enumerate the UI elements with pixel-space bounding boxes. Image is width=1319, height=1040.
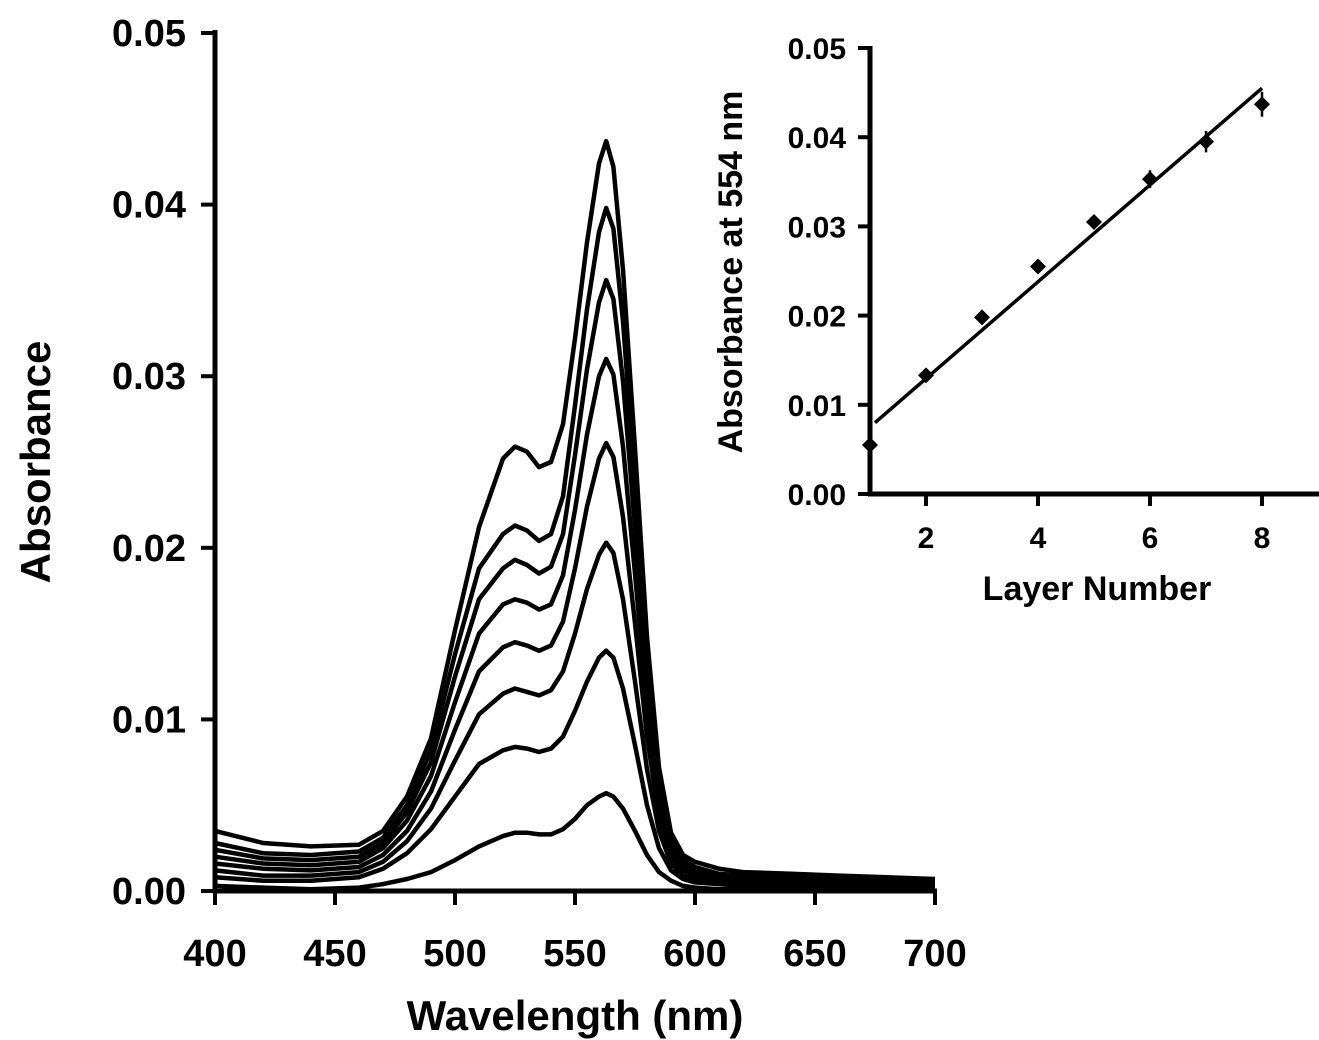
inset-fit-line — [873, 86, 1264, 424]
main-curves — [214, 138, 936, 892]
inset-x-tick-label: 8 — [1254, 522, 1271, 555]
main-y-tick-label: 0.00 — [112, 871, 186, 913]
main-y-tick-label: 0.01 — [112, 699, 186, 741]
spectrum-line-3 — [214, 540, 935, 889]
main-x-tick-label: 550 — [543, 933, 606, 975]
main-tick-labels: 400 450 500 550 600 650 700 0.00 0.01 0.02 0.03 0.0… — [112, 13, 967, 975]
inset-data-point — [1198, 133, 1214, 150]
inset-y-tick-label: 0.05 — [788, 33, 846, 66]
main-x-tick-label: 450 — [303, 933, 366, 975]
inset-x-tick-label: 6 — [1142, 522, 1159, 555]
main-x-tick-label: 700 — [903, 933, 966, 975]
main-y-tick-label: 0.04 — [112, 185, 186, 227]
main-ticks — [201, 31, 937, 905]
spectrum-line-7 — [214, 205, 936, 883]
main-chart: 400 450 500 550 600 650 700 0.00 0.01 0.02 0.03 0.0… — [12, 13, 967, 1039]
inset-data-point — [1086, 213, 1102, 230]
main-x-axis-title: Wavelength (nm) — [407, 992, 744, 1039]
spectrum-line-6 — [214, 277, 935, 883]
inset-y-tick-label: 0.03 — [788, 211, 846, 244]
main-x-tick-label: 650 — [783, 933, 846, 975]
main-y-axis-title: Absorbance — [12, 341, 59, 584]
inset-ticks — [858, 46, 1264, 506]
inset-y-tick-label: 0.00 — [788, 479, 846, 512]
inset-data-point — [1254, 96, 1270, 113]
inset-x-axis-title: Layer Number — [983, 570, 1212, 608]
spectrum-line-8 — [214, 138, 936, 882]
inset-data-point — [974, 309, 990, 326]
main-x-tick-label: 500 — [423, 933, 486, 975]
inset-y-tick-label: 0.04 — [788, 122, 847, 155]
inset-data-point — [1142, 171, 1158, 188]
inset-x-tick-label: 2 — [918, 522, 935, 555]
inset-data-point — [918, 367, 934, 384]
inset-data-point — [1030, 258, 1046, 275]
main-y-tick-label: 0.03 — [112, 356, 186, 398]
inset-y-axis-title: Absorbance at 554 nm — [712, 91, 750, 454]
main-x-tick-label: 400 — [183, 933, 246, 975]
main-x-tick-label: 600 — [663, 933, 726, 975]
main-y-tick-label: 0.05 — [112, 13, 186, 55]
inset-chart: 2 4 6 8 0.00 0.01 0.02 0.03 0.04 0.05 Layer Numbe… — [712, 33, 1319, 608]
inset-tick-labels: 2 4 6 8 0.00 0.01 0.02 0.03 0.04 0.05 — [788, 33, 1271, 555]
inset-x-tick-label: 4 — [1030, 522, 1047, 555]
inset-y-tick-label: 0.01 — [788, 390, 846, 423]
inset-y-tick-label: 0.02 — [788, 301, 846, 334]
main-y-tick-label: 0.02 — [112, 528, 186, 570]
spectrum-line-5 — [214, 356, 935, 885]
inset-points — [862, 91, 1270, 453]
